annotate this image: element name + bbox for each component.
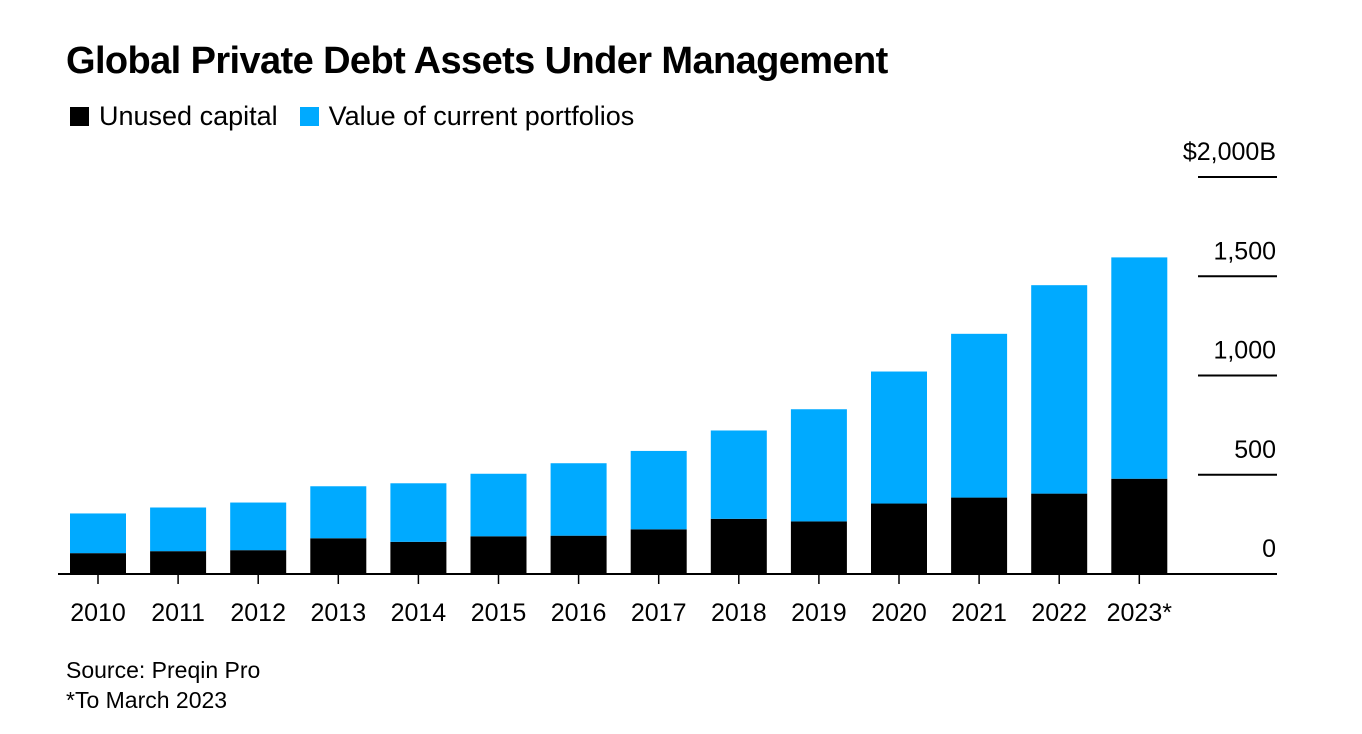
bar-unused-2010 xyxy=(70,553,126,574)
bar-unused-2019 xyxy=(790,521,847,574)
x-tick-label-2014: 2014 xyxy=(391,599,447,627)
bar-unused-2011 xyxy=(150,551,207,574)
y-tick-label-500: 500 xyxy=(1234,436,1276,464)
bar-portfolio-2011 xyxy=(150,507,207,552)
bar-portfolio-2018 xyxy=(710,430,767,519)
legend-item-unused-capital: Unused capital xyxy=(70,101,278,132)
bar-unused-2023 xyxy=(1111,478,1168,574)
legend-swatch-current-portfolios xyxy=(299,107,319,126)
bar-unused-2021 xyxy=(951,497,1008,574)
bar-unused-2015 xyxy=(470,536,527,574)
x-tick-label-2023: 2023* xyxy=(1107,599,1173,627)
bar-unused-2018 xyxy=(710,518,767,574)
bar-portfolio-2013 xyxy=(310,486,367,539)
x-tick-label-2020: 2020 xyxy=(871,599,927,627)
bar-unused-2022 xyxy=(1031,493,1088,574)
legend-swatch-unused-capital xyxy=(70,107,89,126)
bar-portfolio-2016 xyxy=(550,463,607,536)
bar-portfolio-2023 xyxy=(1111,257,1168,479)
x-tick-label-2015: 2015 xyxy=(471,599,527,627)
source-text: Source: Preqin Pro xyxy=(66,657,261,683)
bar-portfolio-2022 xyxy=(1031,285,1088,494)
chart-title: Global Private Debt Assets Under Managem… xyxy=(66,40,888,82)
y-tick-label-2000: $2,000B xyxy=(1183,138,1276,166)
x-tick-label-2012: 2012 xyxy=(230,599,286,627)
bar-portfolio-2012 xyxy=(230,502,287,551)
legend-label-current-portfolios: Value of current portfolios xyxy=(328,101,635,131)
y-tick-label-1000: 1,000 xyxy=(1213,337,1276,365)
bar-unused-2014 xyxy=(390,541,447,574)
bar-portfolio-2019 xyxy=(790,409,847,522)
bar-unused-2013 xyxy=(310,538,367,574)
bar-unused-2017 xyxy=(630,529,687,574)
y-tick-label-0: 0 xyxy=(1262,535,1276,563)
x-tick-label-2018: 2018 xyxy=(711,599,767,627)
bar-portfolio-2010 xyxy=(70,513,126,554)
bar-portfolio-2015 xyxy=(470,473,527,537)
legend-label-unused-capital: Unused capital xyxy=(99,101,278,131)
x-tick-label-2013: 2013 xyxy=(310,599,366,627)
legend: Unused capital Value of current portfoli… xyxy=(70,101,656,132)
x-tick-label-2022: 2022 xyxy=(1031,599,1087,627)
x-tick-label-2016: 2016 xyxy=(551,599,607,627)
x-tick-label-2010: 2010 xyxy=(70,599,126,627)
bar-unused-2020 xyxy=(871,503,927,574)
bar-unused-2016 xyxy=(550,535,607,574)
bar-unused-2012 xyxy=(230,550,287,574)
bar-portfolio-2017 xyxy=(630,450,687,530)
bar-portfolio-2021 xyxy=(951,333,1008,498)
x-tick-label-2021: 2021 xyxy=(951,599,1007,627)
bar-portfolio-2014 xyxy=(390,483,447,542)
legend-item-current-portfolios: Value of current portfolios xyxy=(299,101,635,132)
source-notes: Source: Preqin Pro *To March 2023 xyxy=(66,655,260,715)
x-tick-label-2011: 2011 xyxy=(151,599,205,627)
footnote-text: *To March 2023 xyxy=(66,687,228,713)
y-tick-label-1500: 1,500 xyxy=(1213,237,1276,265)
x-tick-label-2019: 2019 xyxy=(791,599,847,627)
x-tick-label-2017: 2017 xyxy=(631,599,687,627)
bar-portfolio-2020 xyxy=(871,371,927,504)
